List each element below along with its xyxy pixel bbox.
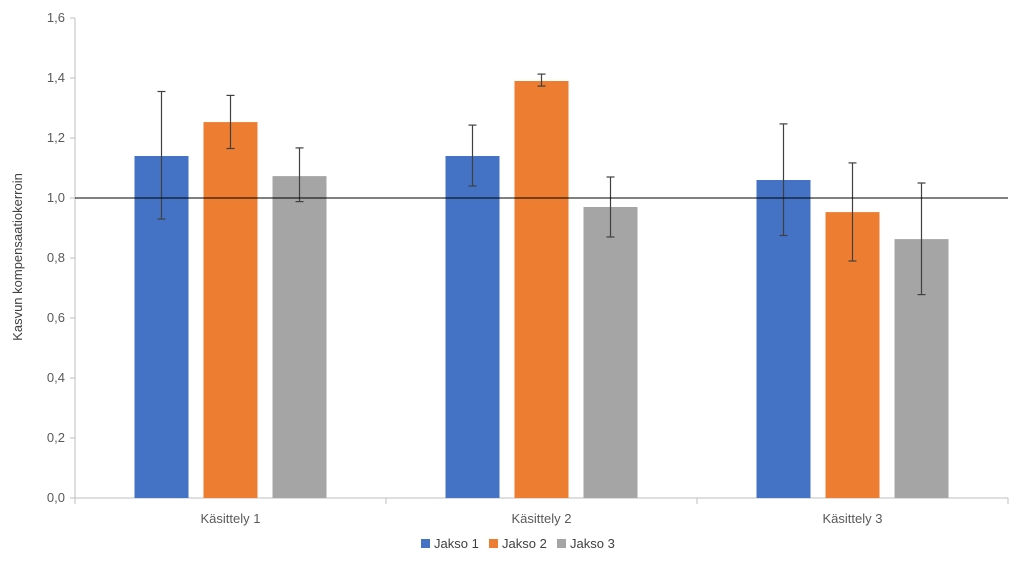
y-tick-label: 0,0 — [47, 490, 65, 505]
y-tick-label: 0,6 — [47, 310, 65, 325]
legend-label: Jakso 2 — [502, 536, 547, 551]
bar-jakso-2 — [514, 81, 569, 498]
x-category-label: Käsittely 3 — [823, 511, 883, 526]
legend-label: Jakso 1 — [434, 536, 479, 551]
x-category-label: Käsittely 1 — [201, 511, 261, 526]
y-tick-label: 1,4 — [47, 70, 65, 85]
bar-jakso-3 — [583, 207, 638, 498]
y-tick-label: 0,4 — [47, 370, 65, 385]
bar-jakso-1 — [445, 156, 500, 498]
plot-area: 0,0 0,2 0,4 0,6 0,8 1,0 1,2 1,4 1,6 Käsittely 1 Kä… — [47, 10, 1009, 526]
y-tick-label: 0,8 — [47, 250, 65, 265]
bar-jakso-2 — [203, 122, 258, 498]
legend-label: Jakso 3 — [570, 536, 615, 551]
x-category-label: Käsittely 2 — [512, 511, 572, 526]
legend: Jakso 1 Jakso 2 Jakso 3 — [421, 536, 615, 551]
legend-swatch — [421, 539, 430, 548]
legend-swatch — [557, 539, 566, 548]
y-axis-title: Kasvun kompensaatiokerroin — [10, 173, 25, 341]
y-tick-label: 1,6 — [47, 10, 65, 25]
y-tick-label: 0,2 — [47, 430, 65, 445]
y-tick-label: 1,2 — [47, 130, 65, 145]
bar-jakso-3 — [272, 176, 327, 498]
y-tick-label: 1,0 — [47, 190, 65, 205]
legend-swatch — [489, 539, 498, 548]
